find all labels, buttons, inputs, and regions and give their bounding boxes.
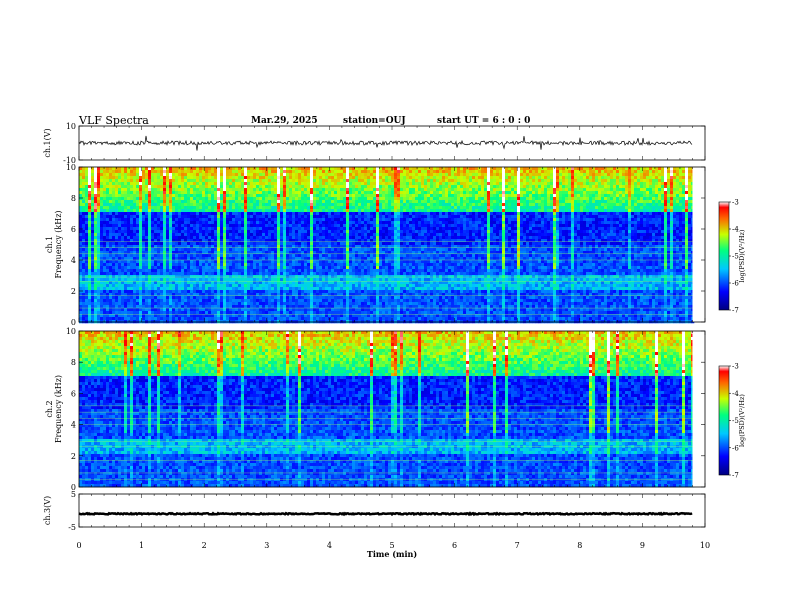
xaxis-label: Time (min) [367,549,417,559]
ch1-spec-ylabel-1: Frequency (kHz) [54,210,63,278]
ch2-spec-ylabel-1: Frequency (kHz) [54,375,63,443]
ch2-spec-colorbar-label: log(PSD)(V²/Hz) [738,394,746,447]
ch2-spec-ytick-label-3: 6 [71,389,76,398]
ch1-trace [79,136,692,151]
ch1-frame [79,126,705,160]
ch1-spec-ytick-label-1: 2 [71,287,76,296]
ch3-frame [79,494,705,527]
ch1-spec-ytick-label-0: 0 [71,318,76,327]
ch3-ylabel: ch.3(V) [43,496,52,525]
vlf-figure: 10-10ch.1(V) -3-4-5-6-7log(PSD)(V²/Hz)02… [0,0,792,612]
ch1-ytick-label-0: 10 [66,122,76,131]
ch1-spec-ylabel-0: ch.1 [45,236,54,253]
xtick-label-1: 1 [139,541,144,550]
xtick-label-8: 8 [577,541,582,550]
xtick-label-10: 10 [700,541,710,550]
ch2-spec-ytick-label-1: 2 [71,452,76,461]
xtick-label-0: 0 [76,541,81,550]
ch2-spec-ylabel-0: ch.2 [45,400,54,417]
ch1-spec-colorbar-tick-4: -7 [732,307,739,315]
ch2-spec-colorbar-tick-4: -7 [732,472,739,480]
ch2-spec-colorbar-tick-0: -3 [732,363,739,371]
ch3-ytick-label-1: -5 [68,523,76,532]
xtick-label-9: 9 [640,541,645,550]
ch3-waveform-panel: 5 -5 ch.3(V) [43,490,705,532]
ch2-spec-heatmap-cells [79,331,694,487]
ch3-trace [79,513,692,514]
ch1-spec-heatmap-cells [79,167,694,323]
ch1-spec-colorbar-tick-0: -3 [732,199,739,207]
xtick-label-3: 3 [264,541,269,550]
ch1-spec-ytick-label-4: 8 [71,194,76,203]
ch1-spec-ytick-label-5: 10 [66,163,76,172]
xtick-label-2: 2 [202,541,207,550]
xtick-label-4: 4 [327,541,332,550]
ch1-spec-colorbar-label: log(PSD)(V²/Hz) [738,229,746,282]
ch2-spec-ytick-label-5: 10 [66,327,76,336]
xtick-label-6: 6 [452,541,457,550]
xtick-label-7: 7 [515,541,520,550]
ch2-spec-ytick-label-2: 4 [71,421,76,430]
ch1-ylabel: ch.1(V) [43,128,52,157]
ch2-spec-ytick-label-4: 8 [71,358,76,367]
ch1-spec-ytick-label-3: 6 [71,225,76,234]
ch3-ytick-label-0: 5 [71,490,76,499]
ch1-spec-ytick-label-2: 4 [71,256,76,265]
